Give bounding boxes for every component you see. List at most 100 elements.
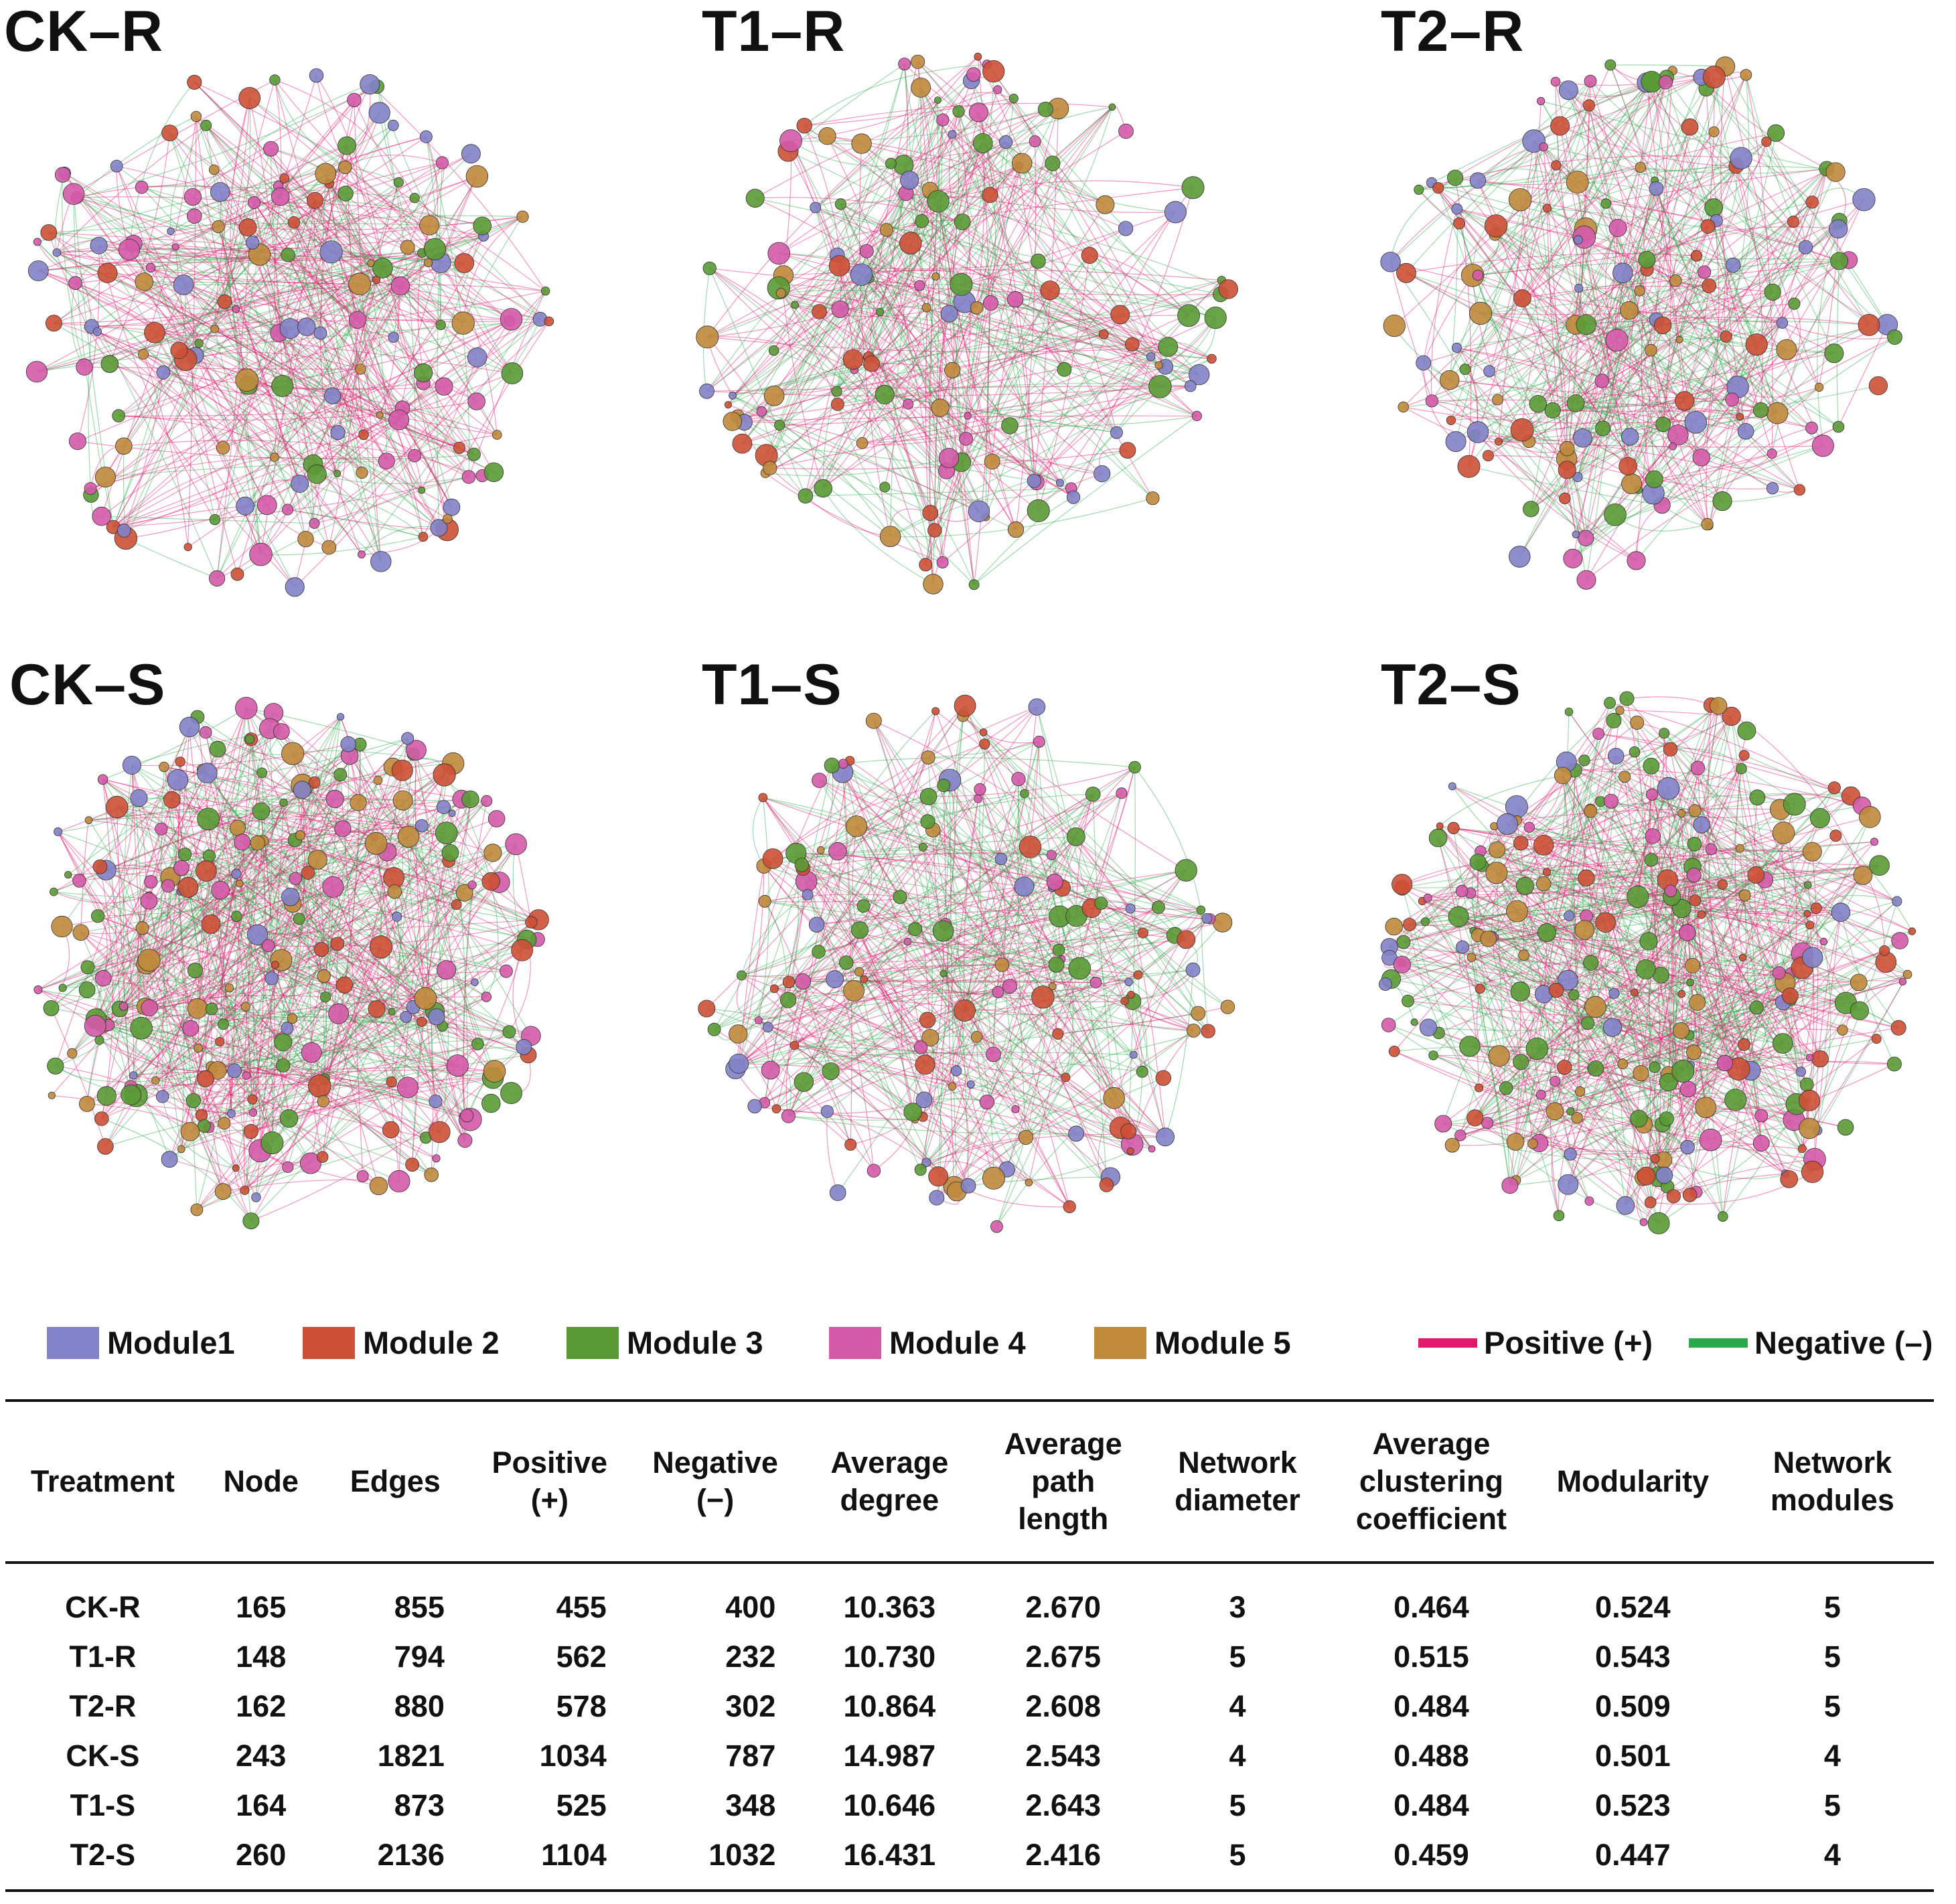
network-edge: [64, 173, 275, 458]
network-edge: [741, 941, 908, 977]
network-edge: [779, 307, 927, 426]
network-node: [437, 800, 451, 815]
network-edge: [37, 242, 108, 275]
network-edge: [1566, 458, 1773, 489]
network-node: [373, 775, 383, 785]
network-edge: [423, 321, 550, 538]
network-edge: [216, 202, 255, 579]
network-edge: [1038, 255, 1090, 511]
network-edge: [802, 981, 1077, 1134]
network-edge: [939, 407, 1074, 498]
network-node: [1028, 698, 1046, 716]
network-edge: [868, 108, 1046, 358]
network-edge: [221, 874, 237, 1024]
network-edge: [119, 882, 500, 1010]
network-node: [1690, 761, 1706, 775]
network-node: [321, 540, 337, 555]
network-edge: [62, 818, 497, 989]
network-node: [1492, 394, 1504, 406]
network-edge: [169, 916, 237, 1160]
network-node: [1480, 931, 1497, 947]
network-edge: [235, 309, 387, 461]
network-edge: [752, 797, 765, 866]
network-edge: [884, 299, 1016, 395]
network-edge: [1529, 827, 1726, 1064]
network-edge: [816, 870, 1187, 925]
network-edge: [1651, 80, 1737, 167]
network-node: [337, 136, 356, 155]
network-edge: [262, 825, 422, 842]
cell-path-length: 2.416: [1025, 1838, 1102, 1872]
network-edge: [706, 100, 938, 337]
network-node: [1886, 1056, 1902, 1072]
network-edge: [1595, 975, 1661, 1069]
network-node: [966, 1080, 975, 1089]
network-edge: [146, 802, 359, 965]
edges: [1390, 64, 1895, 580]
network-edge: [816, 908, 1201, 925]
network-edge: [886, 230, 944, 563]
legend-positive-edge: Positive (+): [1418, 1324, 1653, 1361]
network-edge: [837, 404, 926, 565]
network-edge: [97, 765, 134, 917]
network-node: [769, 984, 779, 994]
network-edge: [990, 302, 1120, 316]
network-edge: [1528, 77, 1667, 442]
network-edge: [1582, 811, 1596, 1008]
network-edge: [1598, 733, 1835, 789]
network-edge: [1692, 866, 1821, 1059]
network-edge: [968, 1054, 1134, 1186]
network-edge: [287, 254, 441, 325]
network-node: [48, 1091, 56, 1099]
network-edge: [192, 196, 439, 528]
network-edge: [1556, 989, 1724, 1217]
network-node: [968, 579, 980, 590]
cell-modularity: 0.509: [1595, 1689, 1671, 1723]
network-edge: [1646, 82, 1710, 527]
network-edge: [903, 165, 1035, 481]
network-edge: [222, 319, 540, 449]
network-node: [516, 1039, 532, 1055]
network-node: [812, 945, 826, 959]
network-edge: [1665, 82, 1778, 414]
network-node: [313, 326, 327, 340]
network-node: [1584, 74, 1597, 88]
network-edge: [417, 225, 430, 374]
network-node: [810, 202, 822, 214]
network-edge: [307, 872, 392, 1012]
network-edge: [1456, 347, 1568, 471]
network-node: [388, 331, 399, 343]
network-edge: [230, 98, 250, 309]
network-node: [1040, 281, 1060, 301]
network-node: [84, 482, 97, 495]
network-node: [1513, 289, 1531, 307]
panel-title-t2-r: T2–R: [1381, 0, 1525, 64]
network-node: [27, 260, 49, 281]
network-edge: [1458, 916, 1647, 970]
network-node: [430, 519, 448, 537]
network-node: [387, 884, 402, 899]
network-node: [931, 272, 940, 281]
network-edge: [1554, 1081, 1659, 1177]
network-edge: [1394, 80, 1652, 327]
network-edge: [755, 89, 998, 199]
network-node: [356, 466, 368, 479]
network-node: [400, 240, 415, 255]
network-edge: [765, 900, 1002, 965]
network-node: [1098, 329, 1109, 339]
network-edge: [1570, 755, 1745, 1155]
network-edge: [141, 738, 408, 1029]
network-edge: [707, 285, 920, 337]
network-edge: [1662, 1123, 1813, 1172]
network-edge: [920, 1000, 1125, 1170]
network-edge: [463, 884, 473, 1141]
network-edge: [170, 876, 427, 1138]
network-edge: [948, 356, 1152, 459]
network-edge: [1637, 722, 1699, 769]
network-edge: [208, 750, 417, 1128]
network-node: [829, 1184, 846, 1201]
network-node: [1445, 431, 1466, 453]
network-edge: [1740, 848, 1817, 909]
network-edge: [235, 162, 443, 310]
network-node: [1218, 279, 1238, 299]
